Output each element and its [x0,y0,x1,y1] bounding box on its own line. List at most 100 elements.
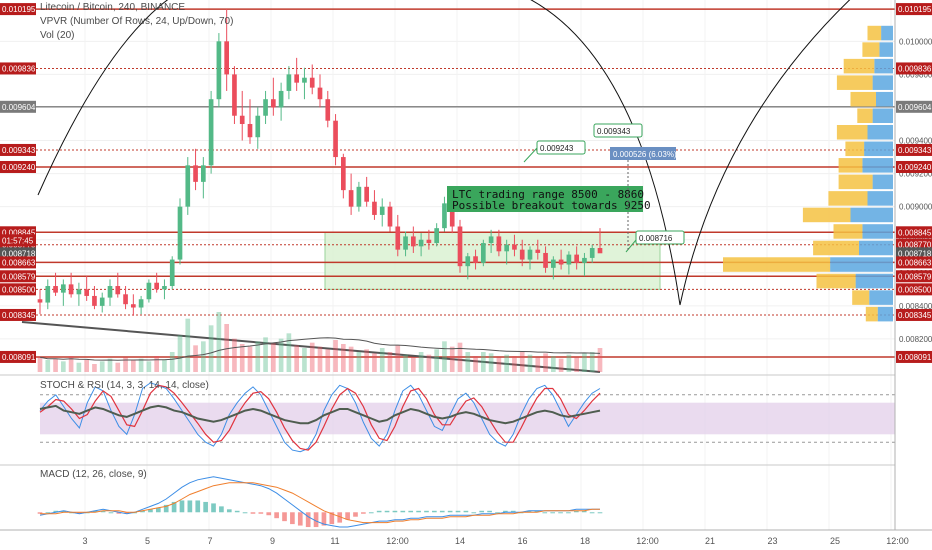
volume-bar [442,341,447,372]
volume-bar [76,362,82,372]
rsi-band [40,402,895,435]
volume-ma-line [39,337,601,361]
profile-down-bar [802,207,851,223]
candle-body [193,165,198,182]
range-note-box [447,186,643,212]
macd-histogram-bar [574,510,579,513]
price-level-tag: 0.009240 [898,163,932,172]
volume-bar [488,353,494,372]
profile-down-bar [857,108,873,123]
left-level-tag-bg [0,143,36,156]
candle-body [348,190,354,207]
macd-histogram-bar [92,510,98,513]
callout-a-pointer [523,147,538,163]
profile-down-bar [843,58,875,74]
macd-histogram-bar [368,512,374,514]
volume-bar [558,358,564,372]
macd-histogram-bar [447,510,453,513]
macd-histogram-bar [155,507,161,513]
volume-bar [473,356,478,372]
macd-histogram-bar [321,512,327,526]
candle-body [527,249,533,260]
candle-body [325,99,331,121]
stoch-series-line [39,404,601,425]
candle-body [255,115,261,138]
left-level-tag: 0.008579 [2,272,36,281]
macd-histogram-bar [282,512,287,522]
price-level-tag-bg [896,308,932,321]
candle-body [53,286,58,293]
volume-bar [535,357,541,372]
time-tick-label: 7 [207,536,212,546]
price-axis[interactable]: 0.0100000.0098000.0096000.0094000.009200… [0,0,932,530]
stoch-legend: STOCH & RSI (14, 3, 3, 14, 14, close) [40,380,209,391]
macd-histogram-bar [432,510,437,513]
candle-body [92,295,97,306]
candle-body [146,282,152,300]
macd-series-line [40,482,600,524]
profile-up-bar [830,257,893,272]
volume-bar [53,358,58,372]
candle-body [294,74,299,83]
profile-up-bar [859,240,893,256]
vpvr-legend: VPVR (Number Of Rows, 24, Up/Down, 70) [40,16,234,27]
volume-bar [224,324,229,372]
volume-bar [302,348,307,372]
candle-body [271,99,276,108]
candle-body [372,201,377,215]
macd-histogram-bar [179,500,185,513]
volume-bar [162,360,167,372]
macd-histogram-bar [226,509,232,513]
candle-body [68,284,74,295]
price-level-tag: 0.008091 [898,353,932,362]
left-level-tag-bg [0,160,36,173]
profile-down-bar [816,273,856,289]
callout-a-box [536,140,586,155]
volume-bar [434,349,439,372]
volume-bar [309,342,315,372]
candle-body [263,99,268,116]
candle-body [465,256,471,267]
volume-bar [379,348,385,372]
profile-up-bar [872,174,893,190]
candle-body [558,259,564,265]
range-note-line1: LTC trading range 8500 - 8860 [452,188,644,201]
volume-bar [263,337,268,372]
macd-histogram-bar [313,512,319,528]
profile-up-bar [874,58,893,74]
arc-curve [37,0,169,196]
candle-body [208,99,214,166]
profile-down-bar [865,306,878,322]
candle-body [317,87,323,100]
price-level-tag-bg [896,160,932,173]
volume-bar [107,358,113,372]
volume-bar [169,352,175,372]
candle-body [177,206,183,260]
volume-bars [37,312,603,372]
volume-bar [325,349,331,372]
candle-body [387,206,393,227]
macd-histogram-bar [45,512,51,514]
candle-body [449,203,455,227]
macd-histogram-bar [558,512,563,514]
volume-bar [372,353,377,372]
volume-bar [201,341,206,372]
macd-histogram-bar [140,510,145,513]
profile-down-bar [813,240,859,256]
time-tick-label: 9 [270,536,275,546]
profile-down-bar [828,191,868,206]
profile-up-bar [877,306,893,322]
left-level-tag: 0.009836 [2,64,36,73]
volume-bar [395,345,401,372]
candle-body [519,249,525,260]
left-level-tag-bg [0,256,36,269]
candle-body [239,115,245,124]
profile-down-bar [845,141,865,157]
candle-body [138,299,144,308]
volume-bar [364,349,369,372]
candle-body [364,186,369,202]
